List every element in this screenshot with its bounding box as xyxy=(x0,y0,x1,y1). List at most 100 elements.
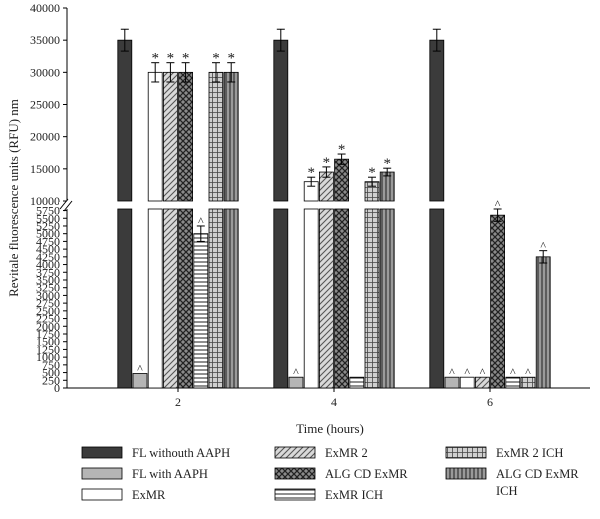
legend-label: ALG CD ExMR ICH xyxy=(496,467,579,498)
bar xyxy=(349,376,365,389)
legend-label: ExMR 2 xyxy=(325,446,368,460)
legend-label: ALG CD ExMR xyxy=(325,467,408,481)
significance-mark: ^ xyxy=(480,365,486,379)
legend-label: FL withouth AAPH xyxy=(132,446,230,460)
y-tick-label: 250 xyxy=(42,373,60,387)
bar xyxy=(490,214,506,389)
bar xyxy=(444,376,460,389)
bar-lower xyxy=(303,208,319,389)
significance-mark: * xyxy=(368,165,376,181)
y-tick-label: 3000 xyxy=(36,288,60,302)
x-tick-label: 2 xyxy=(175,395,181,409)
y-tick-label: 10000 xyxy=(30,194,60,208)
legend-swatch xyxy=(81,446,123,459)
y-tick-label: 500 xyxy=(42,366,60,380)
bar-lower xyxy=(364,208,380,389)
y-tick-label: 5500 xyxy=(36,211,60,225)
y-tick-label: 25000 xyxy=(30,98,60,112)
significance-mark: * xyxy=(307,165,315,181)
y-tick-label: 2500 xyxy=(36,304,60,318)
bar xyxy=(429,39,445,202)
bar xyxy=(505,376,521,389)
significance-mark: ^ xyxy=(464,365,470,379)
significance-mark: * xyxy=(383,156,391,172)
y-tick-label: 1000 xyxy=(36,350,60,364)
significance-mark: * xyxy=(167,51,175,67)
x-tick-label: 4 xyxy=(331,395,337,409)
axis-break-mark xyxy=(59,198,69,210)
y-tick-label: 5250 xyxy=(36,219,60,233)
bar xyxy=(178,71,194,202)
x-axis-title: Time (hours) xyxy=(296,421,364,436)
y-tick-label: 0 xyxy=(54,381,60,395)
bar xyxy=(223,71,239,202)
legend-label: ExMR xyxy=(132,488,166,502)
significance-mark: * xyxy=(212,51,220,67)
significance-mark: * xyxy=(182,51,190,67)
bar xyxy=(459,376,475,389)
y-tick-label: 4250 xyxy=(36,250,60,264)
y-tick-label: 15000 xyxy=(30,162,60,176)
significance-mark: * xyxy=(338,142,346,158)
bar xyxy=(132,373,148,389)
y-tick-label: 2000 xyxy=(36,319,60,333)
legend-swatch xyxy=(274,467,316,480)
bar xyxy=(474,376,490,389)
bar xyxy=(208,71,224,202)
legend-swatch xyxy=(274,488,316,501)
significance-mark: ^ xyxy=(449,365,455,379)
y-tick-label: 4000 xyxy=(36,258,60,272)
bar xyxy=(147,71,163,202)
legend-label: FL with AAPH xyxy=(132,467,208,481)
bar xyxy=(334,158,350,202)
significance-mark: ^ xyxy=(198,214,204,228)
bar xyxy=(193,233,209,389)
bar xyxy=(162,71,178,202)
significance-mark: ^ xyxy=(540,239,546,253)
significance-mark: * xyxy=(227,51,235,67)
legend-swatch xyxy=(81,488,123,501)
y-tick-label: 3250 xyxy=(36,281,60,295)
significance-mark: ^ xyxy=(293,365,299,379)
significance-mark: * xyxy=(323,155,331,171)
x-tick-label: 6 xyxy=(487,395,493,409)
y-tick-label: 1250 xyxy=(36,342,60,356)
significance-mark: ^ xyxy=(137,361,143,375)
axis-break-gap xyxy=(59,202,75,208)
y-tick-label: 4750 xyxy=(36,234,60,248)
y-tick-label: 20000 xyxy=(30,130,60,144)
legend-label: ExMR ICH xyxy=(325,488,383,502)
axis-break-mark xyxy=(63,200,73,212)
y-tick-label: 5750 xyxy=(36,204,60,218)
bar xyxy=(288,376,304,389)
y-tick-label: 5000 xyxy=(36,227,60,241)
y-axis-title: Revitale fluorescence units (RFU) nm xyxy=(6,99,21,297)
bar xyxy=(535,256,551,389)
significance-mark: ^ xyxy=(495,197,501,211)
bar-lower xyxy=(318,208,334,389)
legend-swatch xyxy=(445,446,487,459)
y-tick-label: 1500 xyxy=(36,335,60,349)
bar-lower xyxy=(162,208,178,389)
significance-mark: ^ xyxy=(510,365,516,379)
legend-swatch xyxy=(81,467,123,480)
y-tick-label: 3750 xyxy=(36,265,60,279)
y-tick-label: 30000 xyxy=(30,65,60,79)
significance-mark: ^ xyxy=(525,365,531,379)
bar-lower xyxy=(273,208,289,389)
y-tick-label: 2750 xyxy=(36,296,60,310)
bar-lower xyxy=(117,208,133,389)
bar-lower xyxy=(223,208,239,389)
legend-label: ExMR 2 ICH xyxy=(496,446,563,460)
y-tick-label: 1750 xyxy=(36,327,60,341)
bar-lower xyxy=(429,208,445,389)
legend-swatch xyxy=(445,467,487,480)
bar-lower xyxy=(147,208,163,389)
y-tick-label: 35000 xyxy=(30,33,60,47)
bar-lower xyxy=(208,208,224,389)
bar xyxy=(273,39,289,202)
y-tick-label: 3500 xyxy=(36,273,60,287)
significance-mark: * xyxy=(151,51,159,67)
legend-swatch xyxy=(274,446,316,459)
